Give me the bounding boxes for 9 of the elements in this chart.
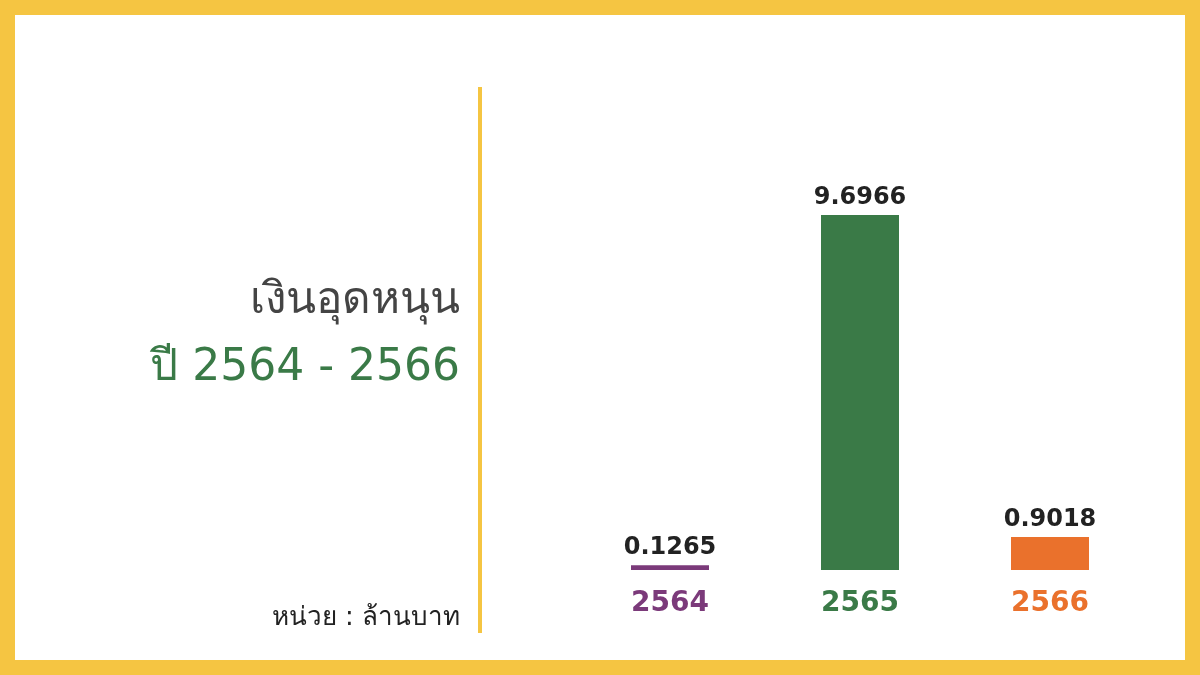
x-tick-label: 2565 [821, 585, 899, 618]
text: หน่วย : ล้านบาท [271, 601, 460, 631]
data-label: 0.9018 [1003, 503, 1097, 532]
x-tick-label: 2564 [631, 585, 709, 618]
x-tick-label: 2566 [1011, 585, 1089, 618]
text: เงินอุดหนุน [250, 272, 460, 325]
data-label: 0.1265 [623, 532, 717, 561]
data-label: 9.6966 [813, 182, 907, 210]
text: ปี 2564 - 2566 [149, 339, 460, 390]
